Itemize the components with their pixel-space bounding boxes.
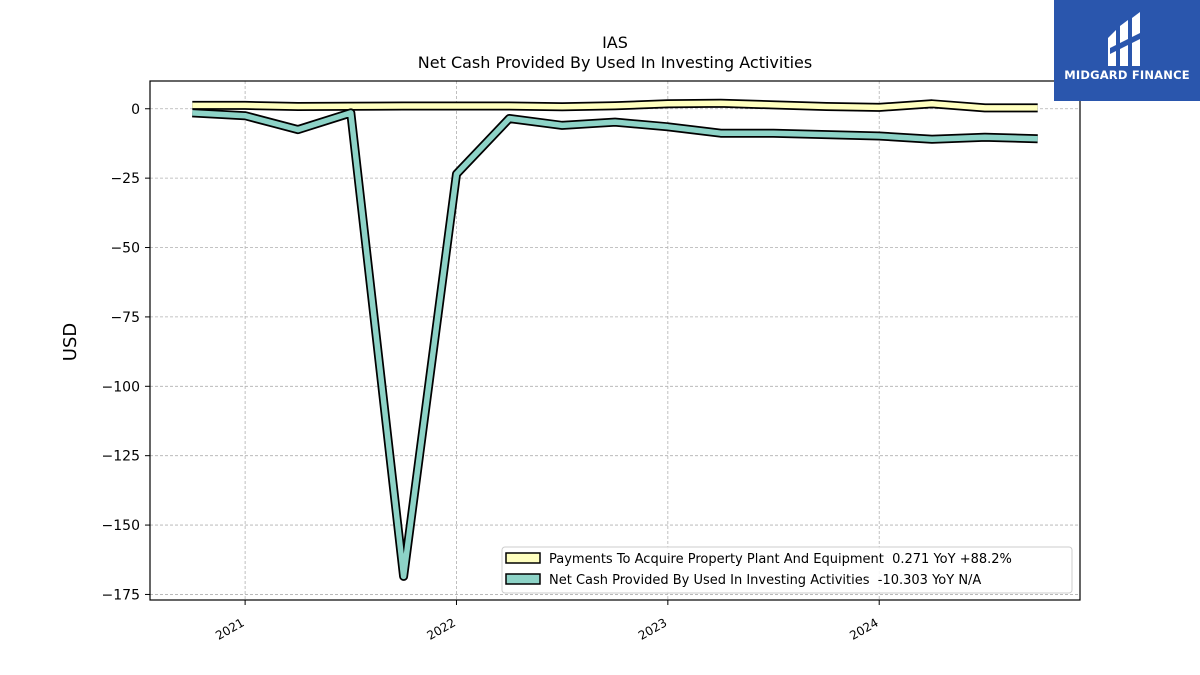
legend-label-investing: Net Cash Provided By Used In Investing A… — [549, 573, 981, 588]
x-axis: 2021 2022 2023 2024 — [213, 600, 881, 643]
series-line-outline — [192, 108, 1038, 581]
y-tick-label: −50 — [110, 241, 140, 257]
y-tick-label: −25 — [110, 171, 140, 187]
series-1 — [192, 108, 1038, 581]
y-tick-label: −150 — [102, 518, 140, 534]
y-tick-label: 0 — [131, 102, 140, 118]
chart-subtitle: Net Cash Provided By Used In Investing A… — [418, 53, 812, 72]
y-tick-label: −100 — [102, 379, 140, 395]
series-lines — [192, 98, 1038, 581]
y-tick-label: −175 — [102, 587, 140, 603]
brand-logo: MIDGARD FINANCE — [1054, 0, 1200, 101]
series-line — [192, 110, 1038, 580]
y-axis-label: USD — [60, 323, 81, 361]
axes-frame — [149, 80, 1081, 601]
series-line — [192, 100, 1038, 111]
y-axis: 0 −25 −50 −75 −100 −125 −150 −175 — [102, 102, 150, 603]
legend-swatch-investing — [505, 573, 541, 585]
x-tick-label: 2021 — [213, 615, 246, 642]
x-tick-label: 2023 — [636, 615, 669, 642]
y-tick-label: −125 — [102, 449, 140, 465]
legend-swatch-capex — [505, 552, 541, 564]
legend-label-capex: Payments To Acquire Property Plant And E… — [549, 552, 1012, 567]
chart-title: IAS — [602, 33, 628, 52]
midgard-logo-icon — [1108, 12, 1142, 66]
legend: Payments To Acquire Property Plant And E… — [501, 546, 1073, 594]
grid-lines — [150, 81, 1080, 600]
series-0 — [192, 98, 1038, 113]
legend-box — [501, 546, 1073, 594]
x-tick-label: 2024 — [847, 615, 880, 642]
x-tick-label: 2022 — [425, 615, 458, 642]
y-tick-label: −75 — [110, 310, 140, 326]
brand-name: MIDGARD FINANCE — [1064, 68, 1190, 82]
